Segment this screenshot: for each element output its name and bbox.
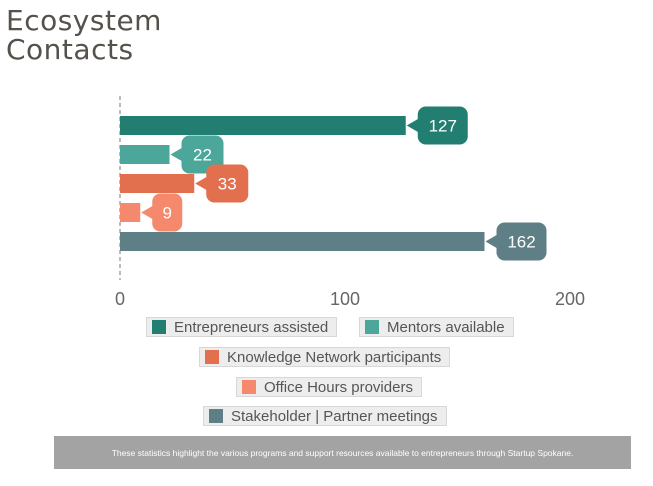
- legend-label-entrepreneurs: Entrepreneurs assisted: [174, 318, 329, 336]
- footer-caption: These statistics highlight the various p…: [54, 436, 631, 469]
- bar-1: [120, 145, 170, 164]
- legend-label-mentors: Mentors available: [387, 318, 505, 336]
- bar-chart: 127 22 33 9 162 0 100 200: [115, 96, 585, 309]
- data-label-bubble-1: [181, 135, 224, 174]
- data-label-pointer-2: [195, 176, 208, 191]
- data-label-pointer-4: [485, 234, 498, 249]
- legend-swatch-office-hours: [242, 380, 256, 394]
- data-label-bubble-4: [496, 222, 547, 261]
- legend-item-mentors: Mentors available: [359, 317, 514, 337]
- chart-title-line-1: Ecosystem: [6, 4, 162, 37]
- data-label-3: 9: [163, 204, 172, 223]
- x-tick-label-0: 0: [115, 289, 125, 309]
- data-label-4: 162: [507, 233, 535, 252]
- bar-0: [120, 116, 406, 135]
- bar-4: [120, 232, 485, 251]
- bar-2: [120, 174, 195, 193]
- legend-item-knowledge-network: Knowledge Network participants: [199, 347, 451, 367]
- legend-label-stakeholder: Stakeholder | Partner meetings: [231, 407, 438, 425]
- legend-item-office-hours: Office Hours providers: [236, 377, 422, 397]
- x-tick-label-2: 200: [555, 289, 585, 309]
- legend-label-office-hours: Office Hours providers: [264, 378, 413, 396]
- chart-title-line-2: Contacts: [6, 33, 134, 66]
- data-label-bubble-3: [152, 193, 183, 232]
- legend-swatch-mentors: [365, 320, 379, 334]
- legend-swatch-knowledge-network: [205, 350, 219, 364]
- data-label-bubble-2: [206, 164, 249, 203]
- bar-3: [120, 203, 141, 222]
- data-label-bubble-0: [417, 106, 468, 145]
- data-label-pointer-3: [141, 205, 154, 220]
- data-label-0: 127: [429, 117, 457, 136]
- legend-item-stakeholder: Stakeholder | Partner meetings: [203, 406, 447, 426]
- x-tick-label-1: 100: [330, 289, 360, 309]
- data-label-1: 22: [193, 146, 212, 165]
- legend-swatch-stakeholder: [209, 409, 223, 423]
- data-label-pointer-0: [406, 118, 419, 133]
- legend-item-entrepreneurs: Entrepreneurs assisted: [146, 317, 338, 337]
- chart-title: Ecosystem Contacts: [6, 6, 162, 64]
- data-label-pointer-1: [170, 147, 183, 162]
- legend-swatch-entrepreneurs: [152, 320, 166, 334]
- footer-text: These statistics highlight the various p…: [111, 447, 574, 458]
- legend-label-knowledge-network: Knowledge Network participants: [227, 348, 442, 366]
- data-label-2: 33: [218, 175, 237, 194]
